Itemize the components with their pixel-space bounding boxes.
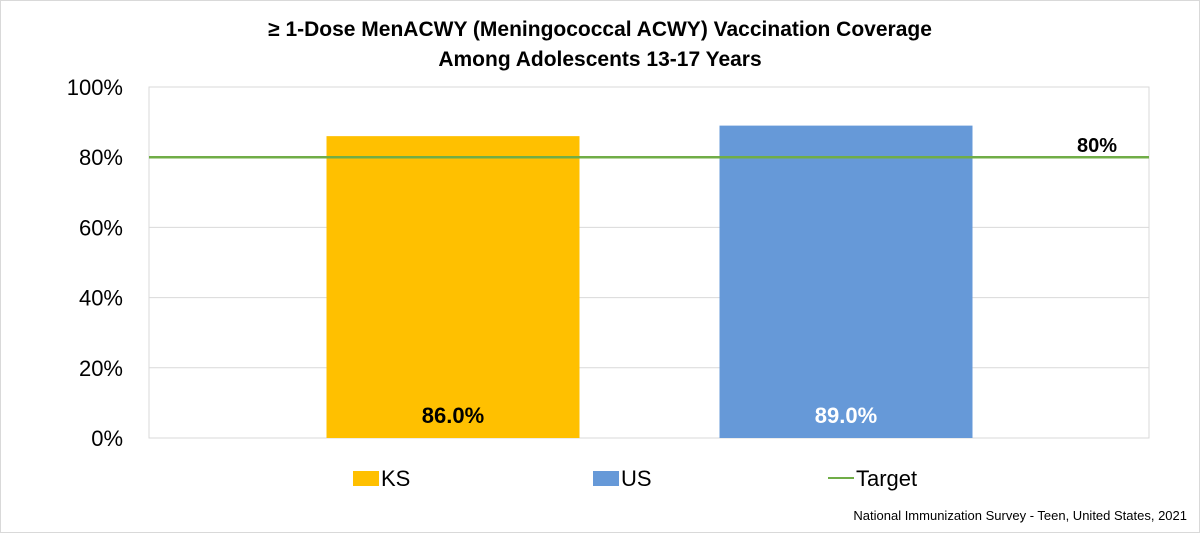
target-line-group: 80% — [149, 135, 1149, 159]
data-label-ks: 86.0% — [422, 403, 484, 428]
bars: 86.0% 89.0% — [326, 125, 973, 439]
y-tick-label: 60% — [79, 215, 123, 240]
gridlines — [149, 86, 1149, 439]
y-tick-label: 40% — [79, 286, 123, 311]
y-tick-label: 0% — [91, 426, 123, 451]
plot-area — [148, 86, 1150, 439]
chart-title: ≥ 1-Dose MenACWY (Meningococcal ACWY) Va… — [268, 18, 932, 71]
target-label: 80% — [1077, 135, 1117, 157]
legend-swatch-ks — [353, 471, 379, 486]
bar-us — [719, 125, 973, 439]
y-tick-label: 20% — [79, 356, 123, 381]
y-tick-label: 100% — [67, 75, 123, 100]
chart-title-line-1: ≥ 1-Dose MenACWY (Meningococcal ACWY) Va… — [268, 18, 932, 41]
legend-swatch-us — [593, 471, 619, 486]
data-label-us: 89.0% — [815, 403, 877, 428]
legend-label-ks: KS — [381, 466, 410, 491]
y-tick-label: 80% — [79, 145, 123, 170]
chart-title-line-2: Among Adolescents 13-17 Years — [438, 48, 761, 71]
legend-label-us: US — [621, 466, 652, 491]
legend-label-target: Target — [856, 466, 917, 491]
bar-ks — [326, 136, 580, 438]
y-axis-tick-labels: 0% 20% 40% 60% 80% 100% — [67, 75, 123, 451]
source-note: National Immunization Survey - Teen, Uni… — [853, 508, 1187, 523]
legend: KS US Target — [353, 466, 917, 491]
